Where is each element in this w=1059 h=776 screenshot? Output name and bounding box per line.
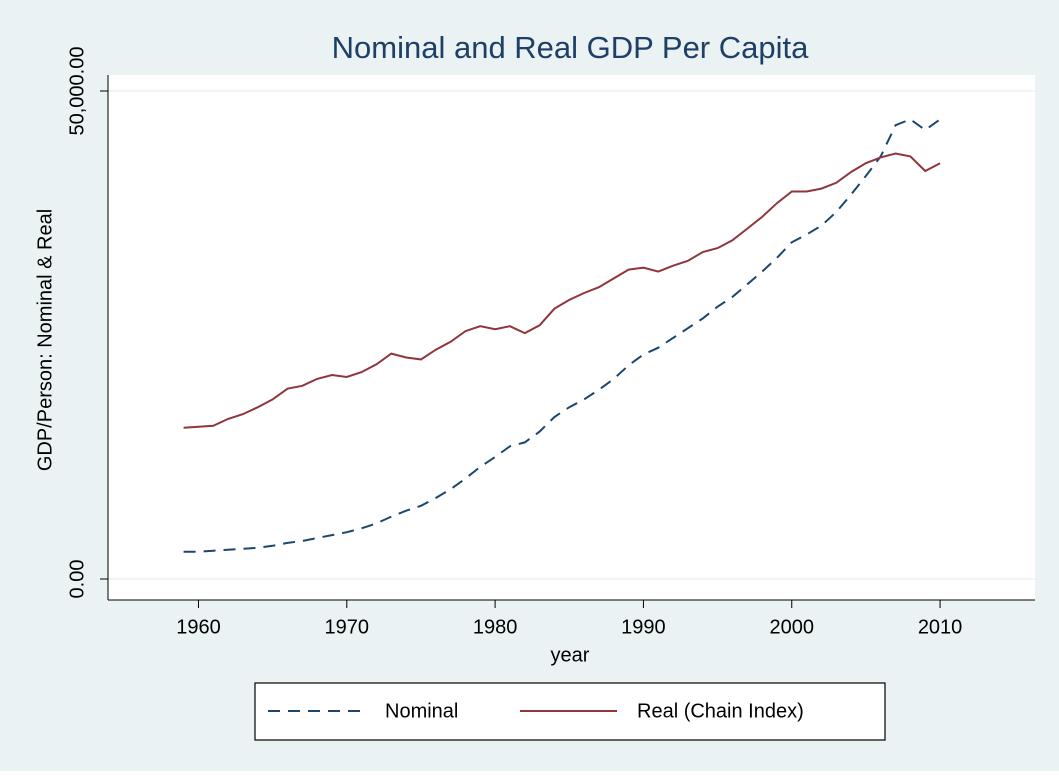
legend-label: Real (Chain Index) [637,700,804,722]
x-tick-label: 2010 [918,616,963,638]
legend-label: Nominal [385,700,458,722]
x-tick-label: 1970 [325,616,370,638]
chart-title: Nominal and Real GDP Per Capita [332,30,809,65]
x-tick-label: 1960 [176,616,221,638]
line-series [183,152,941,429]
x-axis-label: year [551,644,590,666]
line-series [183,118,941,553]
y-axis-label: GDP/Person: Nominal & Real [34,209,56,471]
x-tick-label: 2000 [770,616,815,638]
y-tick-label: 50,000.00 [66,47,88,136]
x-tick-label: 1980 [473,616,518,638]
y-tick-label: 0.00 [66,560,88,599]
plot-area [108,75,1035,600]
x-tick-label: 1990 [621,616,666,638]
